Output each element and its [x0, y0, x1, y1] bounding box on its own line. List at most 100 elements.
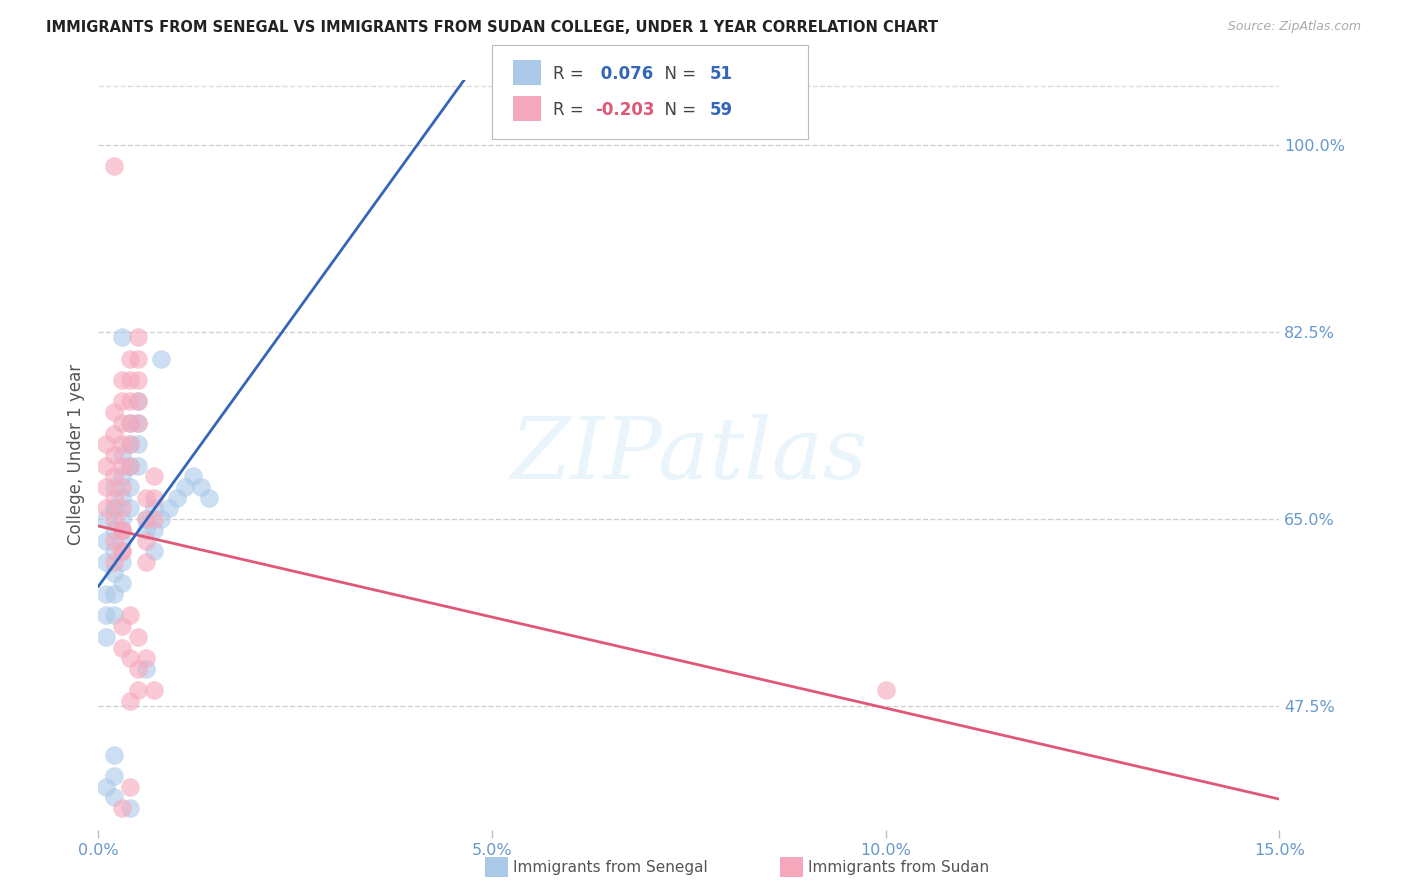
Point [135, 512, 157, 526]
Point [111, 523, 134, 537]
Point [103, 608, 125, 623]
Point [118, 437, 141, 451]
Point [118, 437, 141, 451]
Point [103, 523, 125, 537]
Point [111, 576, 134, 591]
Point [103, 426, 125, 441]
Point [118, 608, 141, 623]
Point [111, 523, 134, 537]
Point [118, 394, 141, 409]
Point [150, 351, 173, 366]
Point [96, 780, 118, 794]
Text: 0.076: 0.076 [595, 65, 652, 83]
Point [157, 501, 180, 516]
Point [111, 865, 134, 880]
Point [127, 876, 149, 890]
Text: 59: 59 [710, 101, 733, 119]
Point [142, 523, 165, 537]
Point [111, 448, 134, 462]
Point [111, 555, 134, 569]
Text: Source: ZipAtlas.com: Source: ZipAtlas.com [1227, 20, 1361, 33]
Point [127, 437, 149, 451]
Point [111, 512, 134, 526]
Point [127, 394, 149, 409]
Point [111, 833, 134, 847]
Point [118, 458, 141, 473]
Point [118, 801, 141, 815]
Point [111, 533, 134, 548]
Point [96, 555, 118, 569]
Point [135, 662, 157, 676]
Point [103, 469, 125, 483]
Point [103, 769, 125, 783]
Point [118, 651, 141, 665]
Text: Immigrants from Senegal: Immigrants from Senegal [513, 860, 709, 874]
Point [135, 533, 157, 548]
Point [127, 416, 149, 430]
Point [111, 330, 134, 344]
Point [103, 512, 125, 526]
Point [127, 683, 149, 698]
Point [875, 683, 897, 698]
Point [142, 512, 165, 526]
Point [111, 523, 134, 537]
Point [150, 512, 173, 526]
Point [111, 801, 134, 815]
Point [111, 458, 134, 473]
Point [118, 458, 141, 473]
Point [103, 747, 125, 762]
Point [118, 501, 141, 516]
Point [96, 480, 118, 494]
Point [111, 416, 134, 430]
Point [111, 544, 134, 558]
Text: 51: 51 [710, 65, 733, 83]
Point [111, 544, 134, 558]
Point [127, 373, 149, 387]
Point [111, 480, 134, 494]
Point [96, 458, 118, 473]
Point [111, 619, 134, 633]
Point [111, 501, 134, 516]
Point [103, 566, 125, 580]
Point [135, 555, 157, 569]
Point [103, 501, 125, 516]
Point [142, 683, 165, 698]
Point [118, 373, 141, 387]
Point [135, 512, 157, 526]
Point [174, 480, 197, 494]
Point [181, 469, 204, 483]
Point [127, 351, 149, 366]
Point [118, 780, 141, 794]
Point [103, 544, 125, 558]
Point [103, 405, 125, 419]
Point [96, 587, 118, 601]
Point [103, 790, 125, 805]
Point [127, 662, 149, 676]
Point [197, 491, 219, 505]
Point [111, 640, 134, 655]
Point [103, 480, 125, 494]
Point [103, 491, 125, 505]
Point [111, 373, 134, 387]
Point [111, 394, 134, 409]
Point [127, 458, 149, 473]
Point [135, 491, 157, 505]
Text: Immigrants from Sudan: Immigrants from Sudan [808, 860, 990, 874]
Point [96, 608, 118, 623]
Point [135, 523, 157, 537]
Point [103, 587, 125, 601]
Point [103, 159, 125, 173]
Point [103, 533, 125, 548]
Point [142, 469, 165, 483]
Text: IMMIGRANTS FROM SENEGAL VS IMMIGRANTS FROM SUDAN COLLEGE, UNDER 1 YEAR CORRELATI: IMMIGRANTS FROM SENEGAL VS IMMIGRANTS FR… [46, 20, 939, 35]
Point [103, 501, 125, 516]
Point [127, 394, 149, 409]
Y-axis label: College, Under 1 year: College, Under 1 year [66, 364, 84, 546]
Point [118, 480, 141, 494]
Point [111, 491, 134, 505]
Point [127, 416, 149, 430]
Point [135, 651, 157, 665]
Text: R =: R = [553, 101, 589, 119]
Point [118, 694, 141, 708]
Text: N =: N = [654, 101, 702, 119]
